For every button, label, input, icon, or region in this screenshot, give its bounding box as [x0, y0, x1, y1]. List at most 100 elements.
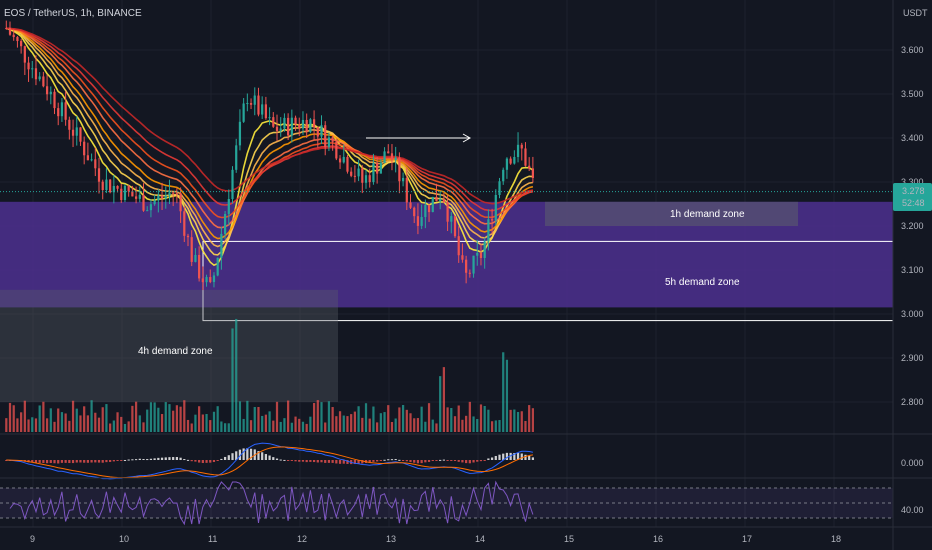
volume-bar: [179, 406, 182, 432]
macd-histogram-bar: [138, 458, 141, 460]
volume-bar: [146, 409, 149, 432]
macd-histogram-bar: [112, 460, 115, 462]
volume-bar: [487, 409, 490, 432]
candle-body: [220, 233, 223, 258]
macd-histogram-bar: [435, 460, 438, 461]
candle-body: [298, 124, 301, 129]
candle-body: [45, 86, 49, 95]
macd-histogram-bar: [101, 460, 104, 463]
volume-bar: [387, 405, 390, 432]
macd-histogram-bar: [528, 456, 531, 460]
candle-body: [383, 151, 386, 163]
macd-histogram-bar: [520, 453, 523, 460]
volume-bar: [468, 401, 471, 432]
price-scale[interactable]: [893, 0, 932, 550]
macd-histogram-bar: [105, 460, 108, 463]
candle-body: [427, 204, 431, 213]
macd-histogram-bar: [394, 459, 397, 461]
candle-body: [194, 254, 197, 262]
volume-bar: [190, 423, 193, 432]
y-tick-label: 2.900: [901, 353, 924, 363]
macd-histogram-bar: [68, 460, 71, 464]
volume-bar: [431, 419, 434, 432]
volume-bar: [390, 421, 394, 432]
volume-bar: [45, 418, 49, 432]
volume-bar: [68, 420, 71, 432]
macd-histogram-bar: [487, 458, 490, 460]
signal-line: [6, 446, 533, 479]
candle-body: [528, 165, 531, 169]
x-tick-label: 15: [564, 534, 574, 544]
ema-line: [6, 27, 534, 240]
macd-histogram-bar: [513, 453, 516, 460]
macd-histogram-bar: [146, 459, 149, 461]
macd-histogram-bar: [431, 460, 434, 461]
volume-bar: [472, 416, 475, 432]
candle-body: [409, 202, 412, 208]
volume-bar: [216, 406, 219, 432]
macd-pane: [5, 442, 534, 480]
x-tick-label: 18: [831, 534, 841, 544]
macd-histogram-bar: [335, 460, 338, 464]
macd-histogram-bar: [183, 459, 186, 461]
zone-label-1h: 1h demand zone: [670, 209, 745, 220]
candle-body: [261, 104, 264, 115]
macd-histogram-bar: [242, 448, 245, 460]
candle-body: [516, 144, 520, 158]
candle-body: [450, 216, 453, 222]
volume-bar: [327, 401, 331, 432]
candle-body: [227, 199, 230, 214]
macd-histogram-bar: [405, 460, 408, 462]
volume-bar: [461, 419, 464, 432]
macd-histogram-bar: [38, 460, 41, 463]
y-tick-label: 2.800: [901, 397, 924, 407]
macd-histogram-bar: [379, 460, 382, 461]
volume-bar: [494, 420, 497, 432]
volume-bar: [257, 406, 260, 432]
volume-bar: [479, 404, 483, 432]
volume-bar: [261, 415, 264, 432]
volume-bar: [12, 405, 15, 432]
volume-bar: [249, 420, 253, 432]
candle-body: [38, 76, 41, 80]
candle-body: [505, 158, 509, 170]
macd-histogram-bar: [194, 460, 197, 462]
macd-histogram-bar: [531, 457, 534, 460]
macd-histogram-bar: [427, 460, 431, 462]
macd-histogram-bar: [49, 460, 52, 463]
candle-body: [20, 41, 23, 47]
volume-bars: [5, 318, 534, 432]
candle-body: [331, 137, 334, 142]
candle-body: [90, 159, 93, 161]
macd-histogram-bar: [353, 460, 356, 465]
candle-body: [75, 127, 78, 136]
candle-body: [49, 91, 52, 95]
volume-bar: [398, 407, 401, 432]
candle-body: [131, 191, 134, 197]
macd-histogram-bar: [168, 457, 171, 460]
candle-body: [483, 241, 486, 259]
macd-histogram-bar: [494, 455, 497, 460]
macd-histogram-bar: [201, 460, 204, 464]
volume-bar: [227, 423, 230, 432]
candle-body: [101, 181, 104, 191]
macd-histogram-bar: [465, 460, 468, 464]
volume-bar: [516, 411, 520, 432]
candle-body: [490, 219, 494, 221]
macd-histogram-bar: [123, 459, 127, 461]
candle-body: [472, 255, 475, 274]
volume-bar: [305, 423, 308, 432]
volume-bar: [186, 419, 190, 432]
ema-line: [6, 27, 534, 219]
macd-histogram-bar: [490, 457, 494, 460]
macd-histogram-bar: [346, 460, 349, 464]
volume-bar: [524, 421, 527, 432]
volume-bar: [376, 422, 379, 432]
macd-histogram-bar: [120, 460, 123, 461]
volume-bar: [31, 417, 34, 432]
candle-body: [520, 144, 523, 149]
volume-bar: [272, 420, 275, 432]
macd-histogram-bar: [223, 456, 227, 460]
volume-bar: [331, 407, 334, 432]
